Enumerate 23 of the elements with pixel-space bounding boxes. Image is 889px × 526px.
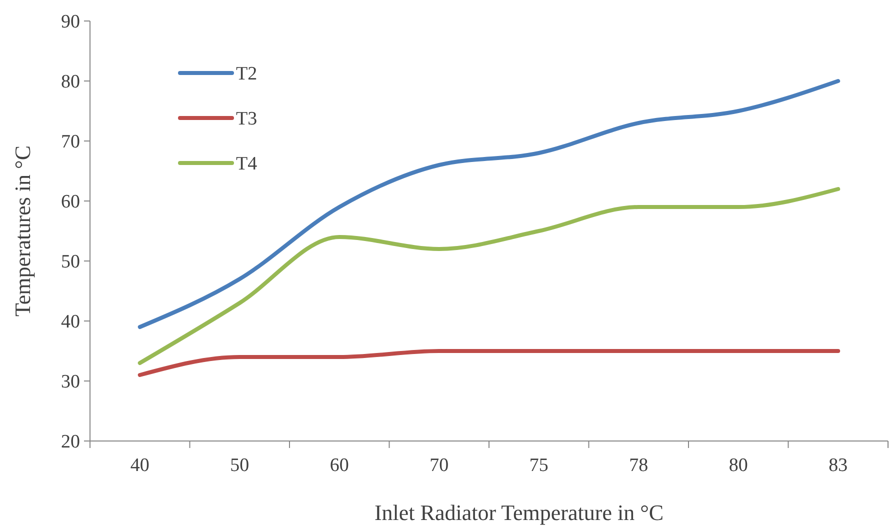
x-tick-label: 80 <box>728 455 748 476</box>
legend-label: T4 <box>236 154 258 175</box>
x-tick-label: 83 <box>828 455 848 476</box>
x-tick-label: 78 <box>629 455 648 476</box>
y-axis-title: Temperatures in °C <box>10 146 35 316</box>
line-series <box>138 79 840 329</box>
y-tick-label: 30 <box>61 372 80 393</box>
y-tick-label: 90 <box>61 12 80 33</box>
y-tick-label: 40 <box>61 312 80 333</box>
line-series <box>138 187 840 365</box>
y-tick-label: 60 <box>61 192 80 213</box>
y-tick-label: 50 <box>61 252 80 273</box>
x-tick-label: 50 <box>230 455 250 476</box>
x-tick-label: 70 <box>430 455 449 476</box>
y-tick-label: 70 <box>61 132 80 153</box>
y-tick-label: 80 <box>61 72 80 93</box>
legend-label: T2 <box>236 64 258 85</box>
x-tick-label: 75 <box>529 455 548 476</box>
x-tick-label: 40 <box>130 455 150 476</box>
y-tick-label: 20 <box>61 432 80 453</box>
legend-label: T3 <box>236 108 258 130</box>
x-axis-title: Inlet Radiator Temperature in °C <box>374 500 664 525</box>
x-tick-label: 60 <box>330 455 349 476</box>
